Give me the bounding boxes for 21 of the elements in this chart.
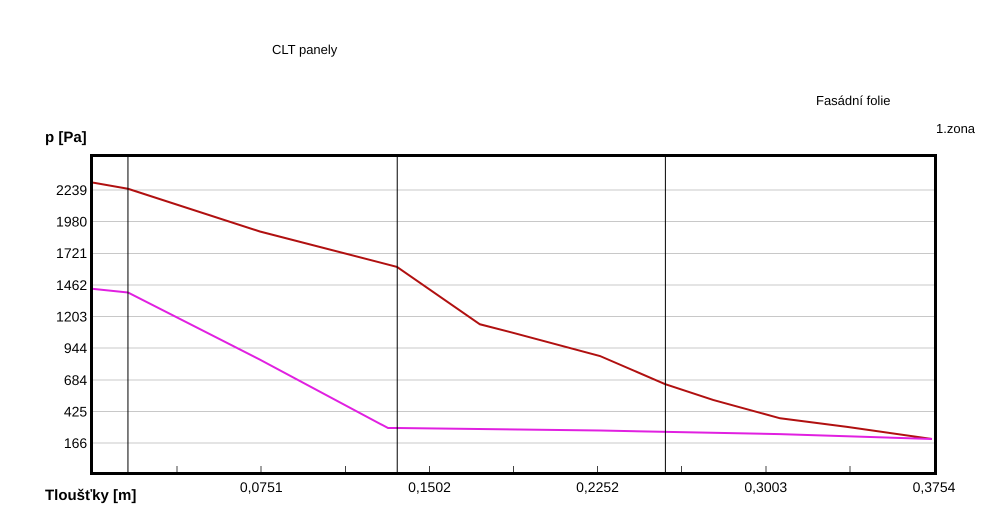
line-series	[93, 288, 933, 440]
line-series	[93, 182, 933, 440]
x-tick-label: 0,3003	[744, 478, 788, 495]
x-tick-label: 0,2252	[576, 478, 620, 495]
y-tick-label: 944	[64, 340, 88, 356]
y-tick-label: 166	[64, 435, 88, 452]
text: CLT panely	[272, 42, 338, 57]
x-tick-label: 0,0751	[240, 478, 283, 495]
y-tick-label: 1980	[56, 214, 88, 230]
y-tick-label: 1721	[56, 245, 88, 262]
x-tick-label: 0,1502	[408, 478, 452, 495]
text: Fasádní folie	[816, 93, 890, 108]
x-tick-label: 0,3754	[912, 478, 956, 495]
y-tick-label: 1203	[56, 308, 88, 324]
y-tick-label: 1462	[56, 276, 88, 293]
x-axis-title: Tloušťky [m]	[45, 487, 136, 504]
y-tick-label: 425	[64, 403, 88, 420]
y-tick-label: 684	[64, 372, 88, 388]
y-axis-title: p [Pa]	[45, 129, 87, 146]
text: 1.zona	[936, 121, 976, 136]
y-tick-label: 2239	[56, 182, 88, 198]
